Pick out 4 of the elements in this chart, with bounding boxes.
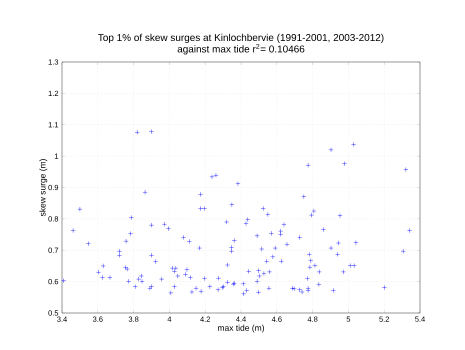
y-axis-title: skew surge (m) — [39, 159, 48, 216]
chart-title: Top 1% of skew surges at Kinlochbervie (1991-2001, 2003-2012) — [98, 34, 384, 44]
x-axis-title: max tide (m) — [218, 324, 264, 333]
chart-subtitle: against max tide r$^{2}$= 0.10466 — [178, 44, 304, 54]
